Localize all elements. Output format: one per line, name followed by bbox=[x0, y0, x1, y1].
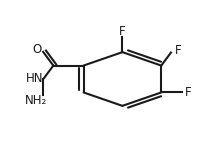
Text: O: O bbox=[32, 43, 41, 57]
Text: F: F bbox=[185, 86, 192, 99]
Text: NH₂: NH₂ bbox=[25, 94, 47, 107]
Text: HN: HN bbox=[26, 72, 43, 85]
Text: F: F bbox=[119, 25, 126, 38]
Text: F: F bbox=[175, 45, 181, 58]
